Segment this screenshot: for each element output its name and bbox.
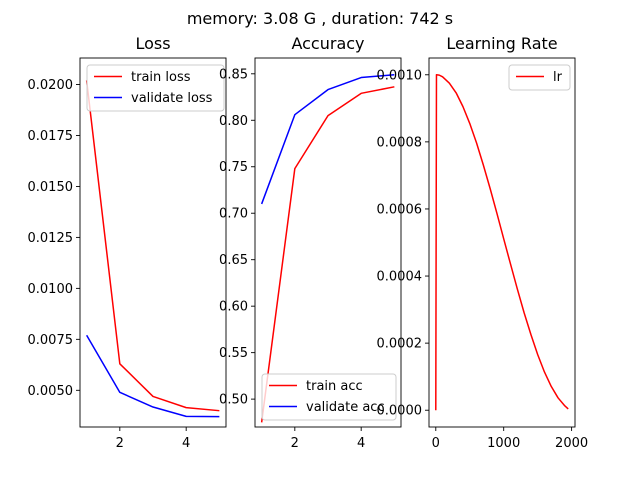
accuracy-ytick-label: 0.85 (219, 67, 248, 82)
accuracy-title: Accuracy (291, 34, 364, 53)
accuracy-axes-frame (254, 57, 402, 428)
loss-ytick-label: 0.0050 (28, 384, 74, 399)
accuracy-ytick-label: 0.80 (219, 114, 248, 129)
loss-xtick-label: 4 (182, 436, 190, 451)
loss-series-validate-loss (85, 334, 220, 418)
accuracy-xtick-label: 2 (291, 436, 299, 451)
loss-panel: Loss 0.0050 0.0075 0.0100 0.0125 0.0150 0.0175… (28, 34, 227, 451)
loss-ytick-label: 0.0100 (28, 282, 74, 297)
accuracy-ytick-label: 0.55 (219, 346, 248, 361)
learning-rate-title: Learning Rate (446, 34, 557, 53)
loss-ytick-label: 0.0150 (28, 180, 74, 195)
learning-rate-ytick-label: 0.0002 (377, 337, 423, 352)
loss-ytick-label: 0.0125 (28, 231, 74, 246)
loss-series-train-loss (85, 80, 220, 412)
learning-rate-ytick-label: 0.0008 (377, 135, 423, 150)
accuracy-ytick-label: 0.75 (219, 160, 248, 175)
learning-rate-xtick-label: 1000 (487, 436, 520, 451)
loss-title: Loss (135, 34, 170, 53)
learning-rate-legend-label: lr (553, 70, 563, 85)
learning-rate-series-lr (435, 74, 569, 411)
accuracy-series-validate-acc (260, 73, 395, 205)
learning-rate-ytick-label: 0.0006 (377, 202, 423, 217)
learning-rate-ytick-label: 0.0010 (377, 68, 423, 83)
accuracy-legend-label: train acc (306, 379, 363, 394)
accuracy-legend-label: validate acc (306, 400, 385, 415)
learning-rate-ytick-label: 0.0004 (377, 270, 423, 285)
loss-ytick-label: 0.0200 (28, 78, 74, 93)
loss-legend-label: validate loss (131, 91, 213, 106)
accuracy-xtick-label: 4 (357, 436, 365, 451)
accuracy-ytick-label: 0.50 (219, 393, 248, 408)
loss-xtick-label: 2 (116, 436, 124, 451)
loss-ytick-label: 0.0075 (28, 333, 74, 348)
learning-rate-xtick-label: 0 (432, 436, 440, 451)
accuracy-ytick-label: 0.70 (219, 207, 248, 222)
accuracy-ytick-label: 0.60 (219, 300, 248, 315)
accuracy-panel: Accuracy 0.50 0.55 0.60 0.65 0.70 0.75 0.80 0.85… (219, 34, 402, 451)
learning-rate-axes-frame (428, 57, 576, 428)
loss-axes-frame (79, 57, 227, 428)
learning-rate-xtick-label: 2000 (555, 436, 588, 451)
figure-suptitle: memory: 3.08 G , duration: 742 s (187, 9, 453, 28)
learning-rate-ytick-label: 0.0000 (377, 404, 423, 419)
loss-ytick-label: 0.0175 (28, 129, 74, 144)
loss-legend-label: train loss (131, 70, 191, 85)
learning-rate-legend-box (508, 64, 571, 91)
accuracy-ytick-label: 0.65 (219, 253, 248, 268)
accuracy-series-train-acc (260, 86, 395, 423)
learning-rate-panel: Learning Rate 0.0000 0.0002 0.0004 0.0006 0.0… (377, 34, 589, 451)
